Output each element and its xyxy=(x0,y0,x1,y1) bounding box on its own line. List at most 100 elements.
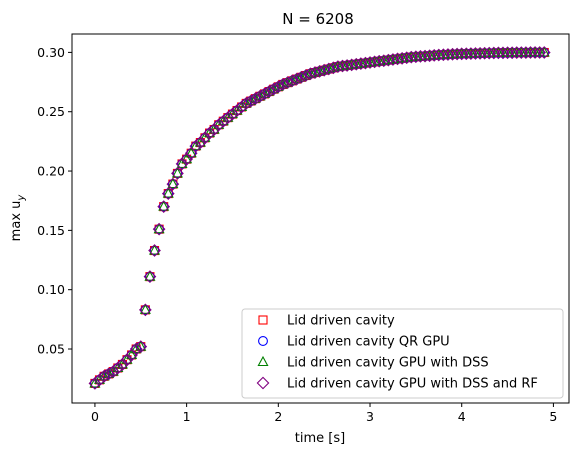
x-axis-label: time [s] xyxy=(295,431,345,446)
legend-label: Lid driven cavity GPU with DSS xyxy=(287,356,489,371)
x-axis: 0 1 2 3 4 5 xyxy=(91,403,557,424)
data-point xyxy=(138,303,152,317)
data-point xyxy=(93,373,106,387)
data-point xyxy=(98,370,110,381)
data-point xyxy=(482,46,496,60)
data-point xyxy=(323,62,335,74)
data-point xyxy=(464,47,478,60)
data-point xyxy=(189,139,203,153)
data-point xyxy=(134,340,148,354)
legend-item: Lid driven cavity xyxy=(258,314,395,329)
data-point xyxy=(309,66,321,77)
data-point xyxy=(271,80,285,94)
legend-label: Lid driven cavity QR GPU xyxy=(287,335,450,350)
data-point xyxy=(216,114,230,128)
data-point xyxy=(487,46,501,60)
chart-title: N = 6208 xyxy=(282,10,354,28)
data-point xyxy=(299,69,313,82)
legend-marker-triangle-icon xyxy=(257,355,269,367)
data-point xyxy=(193,136,207,149)
y-tick-label: 0.30 xyxy=(37,45,65,60)
data-point xyxy=(496,46,510,60)
legend-label: Lid driven cavity xyxy=(287,314,395,329)
y-tick-label: 0.25 xyxy=(37,104,65,119)
data-point xyxy=(166,177,180,191)
data-point xyxy=(130,342,142,354)
data-point xyxy=(455,47,469,61)
data-point xyxy=(171,167,184,180)
data-point xyxy=(469,47,482,60)
legend-marker-diamond-icon xyxy=(256,376,270,390)
data-point xyxy=(537,46,551,59)
data-point xyxy=(106,365,120,378)
data-point xyxy=(427,48,441,62)
data-point xyxy=(459,47,473,61)
x-tick-label: 4 xyxy=(458,409,466,424)
y-axis-label-subscript: y xyxy=(16,194,27,202)
data-point xyxy=(120,353,134,367)
data-point xyxy=(528,46,542,59)
data-point xyxy=(510,46,524,60)
data-point xyxy=(111,361,125,375)
data-point xyxy=(239,97,253,110)
data-point xyxy=(249,92,262,106)
data-point xyxy=(161,187,175,200)
data-point xyxy=(538,46,550,57)
data-point xyxy=(153,223,165,234)
data-point xyxy=(505,46,519,60)
data-point xyxy=(414,50,427,63)
legend-item: Lid driven cavity GPU with DSS xyxy=(257,355,489,371)
data-point xyxy=(285,74,299,88)
data-point xyxy=(267,82,281,96)
y-tick-label: 0.15 xyxy=(37,223,65,238)
data-point xyxy=(235,100,249,114)
data-point xyxy=(501,46,514,60)
data-point xyxy=(446,47,459,61)
legend-item: Lid driven cavity QR GPU xyxy=(258,335,450,350)
data-point xyxy=(409,50,423,64)
legend-marker-square-icon xyxy=(258,315,268,325)
y-tick-label: 0.05 xyxy=(37,342,65,357)
data-point xyxy=(436,48,450,62)
data-point xyxy=(148,244,161,257)
data-point xyxy=(262,85,276,98)
data-point xyxy=(139,303,151,314)
data-point xyxy=(314,65,326,76)
data-point xyxy=(203,126,216,140)
data-point xyxy=(478,46,492,60)
data-point xyxy=(149,244,161,255)
data-point xyxy=(221,111,235,125)
data-point xyxy=(230,104,244,117)
plot-area xyxy=(88,46,551,390)
x-tick-label: 1 xyxy=(183,409,191,424)
data-point xyxy=(533,46,547,59)
data-point xyxy=(88,377,102,390)
x-tick-label: 3 xyxy=(366,409,374,424)
data-point xyxy=(524,46,537,59)
data-point xyxy=(473,46,487,60)
data-point xyxy=(157,200,171,214)
data-point xyxy=(423,49,436,63)
data-point xyxy=(418,49,432,63)
data-point xyxy=(207,123,221,136)
legend-item: Lid driven cavity GPU with DSS and RF xyxy=(256,376,538,392)
data-point xyxy=(244,94,258,108)
data-point xyxy=(171,167,183,178)
legend-box xyxy=(241,308,564,399)
data-point xyxy=(226,107,239,121)
data-point xyxy=(102,367,116,381)
svg-text:max uy: max uy xyxy=(9,194,27,242)
data-point xyxy=(162,187,174,198)
data-point xyxy=(519,46,533,60)
data-point xyxy=(253,89,267,103)
data-point xyxy=(198,131,212,145)
data-point xyxy=(450,47,464,61)
data-point xyxy=(143,270,157,284)
data-point xyxy=(158,200,170,211)
data-point xyxy=(212,118,226,132)
data-point xyxy=(441,48,455,61)
data-point xyxy=(152,222,166,236)
data-point xyxy=(129,342,143,356)
x-tick-label: 5 xyxy=(549,409,557,424)
